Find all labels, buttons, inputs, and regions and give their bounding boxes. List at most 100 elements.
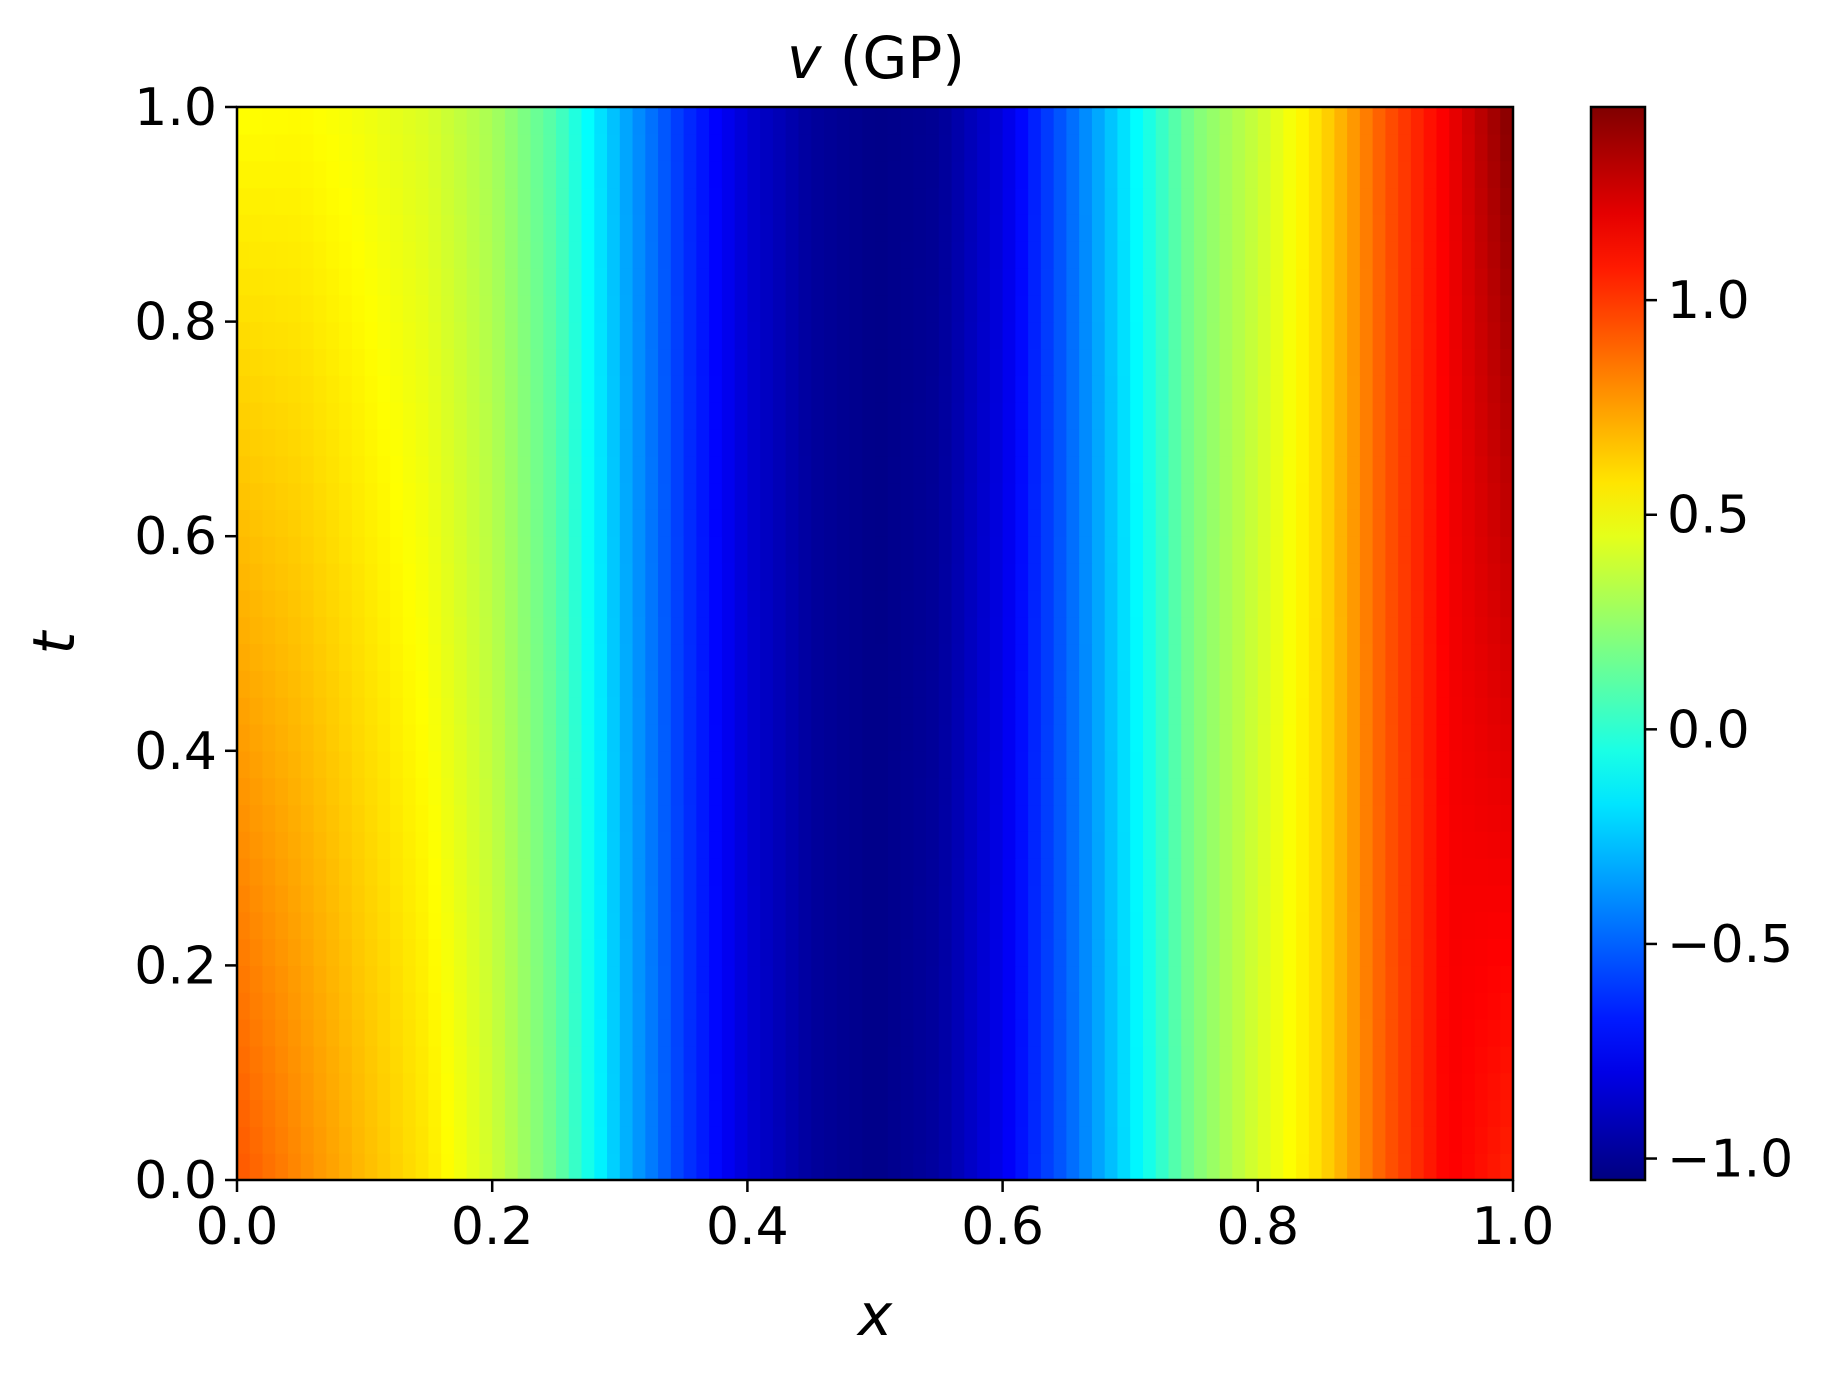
heatmap-cell [836,938,851,967]
heatmap-cell [607,267,621,296]
heatmap-cell [1130,938,1144,967]
heatmap-cell [1015,938,1029,967]
heatmap-cell [568,670,583,698]
heatmap-cell [275,455,289,484]
heatmap-cell [377,267,391,296]
heatmap-cell [364,321,378,350]
heatmap-cell [453,455,468,484]
heatmap-cell [1347,938,1361,967]
heatmap-cell [951,536,965,564]
heatmap-cell [1347,1045,1361,1074]
heatmap-cell [466,133,481,162]
heatmap-cell [989,1099,1004,1127]
heatmap-cell [1066,992,1080,1020]
heatmap-cell [772,294,787,323]
heatmap-cell [1436,831,1450,859]
heatmap-cell [683,241,697,269]
heatmap-cell [1487,884,1501,913]
heatmap-cell [696,428,710,457]
heatmap-cell [1334,1099,1348,1127]
heatmap-cell [1232,107,1246,135]
heatmap-cell [1398,214,1412,242]
heatmap-cell [1321,241,1335,269]
heatmap-cell [300,616,315,645]
heatmap-cell [1359,858,1374,886]
heatmap-cell [1181,831,1195,859]
heatmap-cell [1296,1126,1310,1154]
heatmap-cell [1142,455,1157,484]
heatmap-cell [747,321,761,350]
heatmap-cell [1155,643,1170,671]
heatmap-cell [1142,482,1157,510]
heatmap-cell [326,1019,340,1047]
heatmap-cell [721,267,736,296]
heatmap-cell [1500,1099,1514,1127]
heatmap-cell [977,133,991,162]
heatmap-cell [339,375,353,403]
heatmap-cell [875,214,889,242]
heatmap-cell [951,1099,965,1127]
heatmap-cell [453,375,468,403]
heatmap-cell [645,214,659,242]
heatmap-cell [249,750,264,779]
heatmap-cell [1066,321,1080,350]
heatmap-cell [530,1072,544,1101]
heatmap-cell [1423,697,1438,725]
heatmap-cell [466,938,481,967]
heatmap-cell [1002,428,1016,457]
heatmap-cell [747,348,761,376]
heatmap-cell [1423,1072,1438,1101]
heatmap-cell [1474,1045,1489,1074]
heatmap-cell [1296,214,1310,242]
heatmap-cell [1079,992,1093,1020]
heatmap-cell [466,750,481,779]
heatmap-cell [1385,509,1399,537]
heatmap-cell [785,107,800,135]
heatmap-cell [479,616,493,645]
heatmap-cell [1219,858,1233,886]
heatmap-cell [1487,616,1501,645]
heatmap-cell [951,777,965,806]
heatmap-cell [607,1072,621,1101]
heatmap-cell [1206,616,1221,645]
heatmap-cell [1130,348,1144,376]
heatmap-cell [1142,858,1157,886]
heatmap-cell [339,965,353,993]
heatmap-cell [1270,884,1284,913]
heatmap-cell [1181,750,1195,779]
heatmap-cell [632,1019,646,1047]
heatmap-cell [913,214,927,242]
heatmap-cell [721,1099,736,1127]
heatmap-cell [441,697,455,725]
heatmap-cell [492,321,506,350]
heatmap-cell [619,1019,634,1047]
heatmap-cell [823,1045,838,1074]
heatmap-cell [1002,509,1016,537]
heatmap-cell [504,697,519,725]
heatmap-cell [619,1099,634,1127]
heatmap-cell [530,107,544,135]
heatmap-cell [1104,750,1119,779]
heatmap-cell [1232,723,1246,752]
heatmap-cell [1168,616,1182,645]
heatmap-cell [900,428,914,457]
heatmap-cell [1308,831,1323,859]
heatmap-cell [1091,750,1106,779]
heatmap-cell [326,321,340,350]
heatmap-cell [938,267,953,296]
heatmap-cell [1359,670,1374,698]
heatmap-cell [670,750,685,779]
heatmap-cell [377,402,391,430]
heatmap-cell [1321,402,1335,430]
heatmap-cell [607,1126,621,1154]
heatmap-cell [1002,563,1016,591]
heatmap-cell [1474,938,1489,967]
heatmap-cell [1130,831,1144,859]
heatmap-cell [683,723,697,752]
heatmap-cell [1194,616,1208,645]
heatmap-cell [683,884,697,913]
heatmap-cell [683,402,697,430]
heatmap-cell [1410,858,1425,886]
heatmap-cell [619,589,634,618]
heatmap-cell [339,294,353,323]
